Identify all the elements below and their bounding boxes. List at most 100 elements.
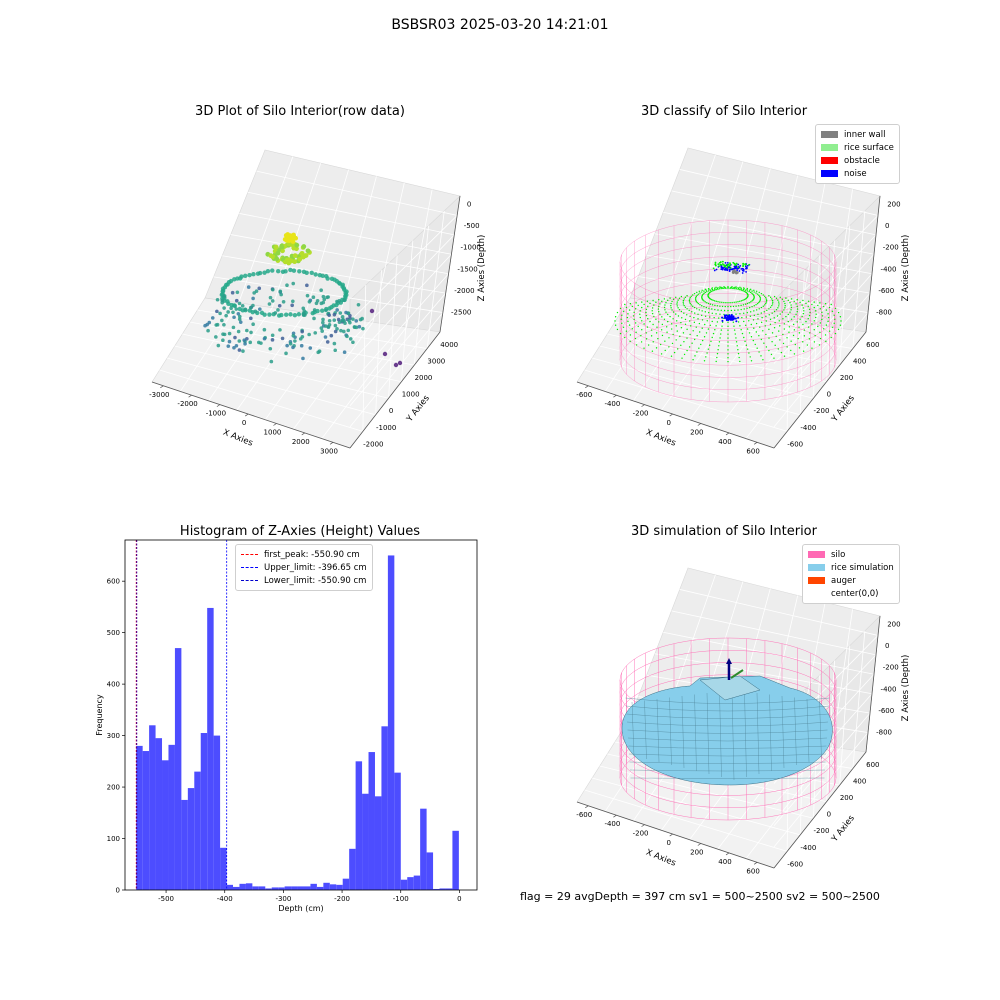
- scatter-point: [325, 340, 330, 344]
- rice-surface-point: [764, 295, 766, 298]
- grid-line: [826, 240, 835, 382]
- rice-surface-point: [659, 303, 661, 305]
- scatter-point: [348, 337, 353, 341]
- scatter-point: [241, 349, 245, 353]
- rice-surface-point: [787, 299, 789, 302]
- rice-surface-point: [690, 304, 692, 306]
- rice-surface-point: [809, 311, 811, 314]
- rice-surface-point: [696, 294, 698, 296]
- rice-surface-point: [616, 311, 619, 314]
- grid-line: [592, 357, 801, 416]
- status-footer: flag = 29 avgDepth = 397 cm sv1 = 500~25…: [520, 890, 880, 903]
- legend-entry-inner-wall: inner wall: [821, 128, 894, 141]
- upper-limit-swatch: [241, 567, 258, 568]
- rice-surface-point: [637, 304, 639, 307]
- rice-surface-point: [753, 289, 755, 291]
- scatter-point: [344, 289, 349, 294]
- rice-surface-point: [680, 344, 682, 347]
- rice-surface-point: [614, 324, 617, 326]
- scatter-point: [313, 272, 318, 277]
- grid-line: [305, 169, 349, 313]
- noise-point: [721, 316, 724, 319]
- scatter-point: [245, 328, 249, 333]
- scatter-point: [251, 322, 255, 327]
- rice-surface-point: [782, 342, 785, 345]
- rice-surface-point: [748, 306, 751, 309]
- rice-surface-point: [749, 315, 752, 317]
- histogram-bar: [233, 886, 240, 890]
- x-tick-label: 600: [746, 867, 759, 875]
- scatter-point: [284, 257, 290, 263]
- rice-surface-point: [778, 330, 780, 332]
- scatter-point: [267, 302, 272, 306]
- rice-surface-point: [771, 298, 773, 300]
- scatter-point: [253, 309, 258, 314]
- scatter-point: [342, 298, 346, 303]
- rice-surface-point: [774, 344, 776, 347]
- rice-surface-point: [719, 286, 721, 288]
- rice-surface-point: [762, 294, 764, 296]
- rice-surface-point: [729, 267, 732, 270]
- rice-surface-point: [641, 301, 643, 303]
- rice-surface-point: [754, 343, 756, 346]
- noise-point: [723, 268, 726, 271]
- rice-surface-point: [760, 306, 763, 309]
- scatter-point: [339, 328, 343, 333]
- scatter-point: [307, 332, 311, 337]
- scatter-point: [294, 242, 300, 248]
- scatter-point: [243, 307, 248, 312]
- rice-surface-point: [713, 300, 716, 302]
- scatter-point: [222, 294, 227, 298]
- rice-surface-point: [683, 340, 685, 343]
- rice-surface-point: [692, 330, 694, 332]
- first-peak-swatch: [241, 554, 258, 555]
- x-tick-label: 0: [242, 419, 246, 427]
- scatter-point: [300, 329, 304, 334]
- surface-mesh-line: [781, 695, 785, 769]
- rice-surface-point: [792, 334, 795, 337]
- scatter-point: [206, 328, 210, 333]
- rice-surface-point: [690, 325, 692, 327]
- scatter-point: [335, 327, 339, 331]
- rice-surface-point: [783, 309, 785, 311]
- scatter-point: [360, 316, 364, 321]
- rice-surface-point: [719, 313, 721, 315]
- rice-surface-point: [771, 303, 774, 305]
- rice-surface-point: [733, 329, 736, 331]
- scatter-point: [234, 344, 239, 348]
- rice-surface-point: [789, 301, 791, 304]
- histogram-bar: [181, 799, 188, 890]
- scatter-point: [267, 312, 272, 317]
- rice-surface-point: [650, 329, 653, 331]
- rice-surface-point: [688, 301, 691, 303]
- rice-surface-point: [742, 262, 745, 265]
- rice-surface-point: [802, 323, 804, 326]
- scatter-point: [292, 313, 298, 318]
- scatter-point: [288, 267, 293, 273]
- rice-surface-point: [819, 331, 821, 334]
- rice-surface-point: [803, 335, 806, 337]
- rice-surface-point: [635, 331, 637, 334]
- rice-surface-point: [641, 306, 643, 309]
- rice-surface-point: [651, 350, 654, 352]
- scatter-point: [338, 311, 343, 315]
- rice-surface-point: [723, 301, 725, 304]
- rice-surface-point: [664, 340, 666, 342]
- rice-surface-point: [667, 320, 669, 323]
- rice-surface-point: [701, 339, 704, 342]
- scatter-point: [336, 317, 341, 322]
- rice-surface-point: [693, 338, 696, 341]
- rice-surface-point: [769, 306, 772, 308]
- scatter-point: [292, 259, 298, 265]
- rice-surface-point: [669, 297, 671, 299]
- histogram-bar: [445, 888, 453, 890]
- scatter-point: [249, 316, 253, 321]
- rice-surface-point: [677, 307, 679, 309]
- histogram-bar: [207, 607, 214, 890]
- scatter-point: [286, 241, 292, 247]
- rice-surface-point: [768, 328, 770, 331]
- rice-surface-point: [764, 325, 766, 327]
- x-tick: [725, 852, 730, 856]
- noise-point: [730, 315, 733, 318]
- rice-surface-point: [793, 353, 796, 355]
